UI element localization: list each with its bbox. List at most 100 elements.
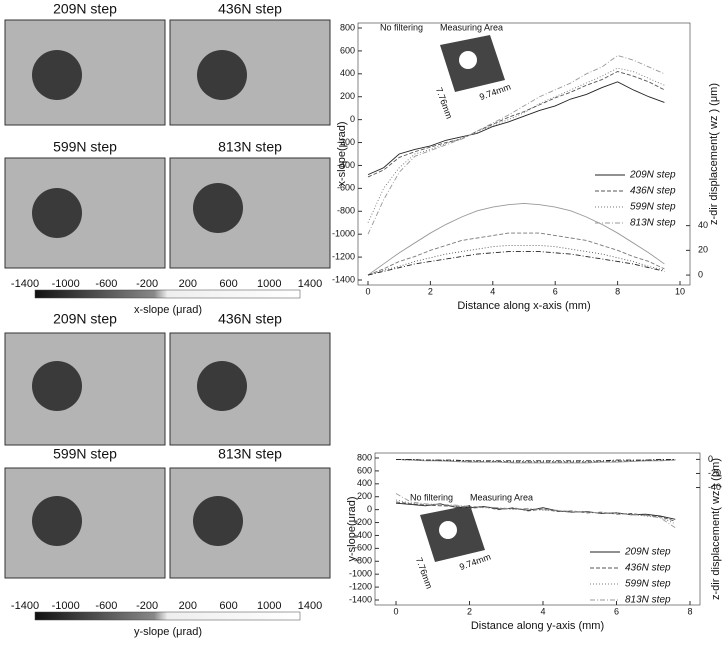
displacement-line (367, 202, 665, 276)
panel-title: 436N step (218, 311, 282, 327)
annotation: No filtering (380, 22, 423, 32)
legend-label: 436N step (625, 563, 671, 574)
hole-region (32, 496, 82, 546)
y-tick-label: -200 (354, 517, 372, 527)
colorbar-tick-label: -1000 (52, 278, 80, 290)
colorbar-tick-label: -600 (95, 600, 117, 612)
y2-tick-label: -20 (708, 468, 721, 478)
panel-image (4, 332, 166, 446)
x-axis-label: Distance along y-axis (mm) (471, 620, 604, 632)
colorbar-tick-label: -200 (136, 600, 158, 612)
panel-image (169, 332, 331, 446)
colorbar-tick-label: 1000 (257, 600, 281, 612)
legend-label: 599N step (625, 579, 671, 590)
y-axis-label: y-slope(μrad) (346, 496, 358, 561)
hole-region (32, 50, 82, 100)
colorbar-label: x-slope (μrad) (134, 304, 202, 316)
panel-image (4, 467, 166, 579)
x-tick-label: 8 (687, 606, 692, 616)
colorbar-tick-label: 600 (219, 278, 237, 290)
colorbar-tick-label: -1400 (11, 600, 39, 612)
hole-region (193, 183, 243, 233)
legend-label: 209N step (629, 170, 676, 181)
y-tick-label: -600 (354, 543, 372, 553)
y2-tick-label: 20 (698, 245, 708, 255)
y-tick-label: -200 (337, 137, 355, 147)
x-tick-label: 6 (614, 606, 619, 616)
x-tick-label: 2 (428, 286, 433, 296)
y-tick-label: -600 (337, 183, 355, 193)
colorbar-tick-label: 200 (179, 278, 197, 290)
slope-line (367, 67, 665, 223)
panel-title: 599N step (53, 446, 117, 462)
y-tick-label: -1400 (332, 274, 355, 284)
y-tick-label: 800 (340, 22, 355, 32)
hole-region (32, 361, 82, 411)
y2-axis-label: z-dir displacement( wz ) (μm) (708, 83, 720, 225)
hole (439, 521, 457, 539)
colorbar (34, 289, 301, 299)
slope-line (367, 81, 665, 176)
y-tick-label: -1000 (349, 569, 372, 579)
colorbar (34, 611, 301, 621)
y-tick-label: -1200 (332, 251, 355, 261)
colorbar-tick-label: 200 (179, 600, 197, 612)
annotation: 7.76mm (434, 86, 455, 120)
y-tick-label: 400 (357, 478, 372, 488)
y2-tick-label: -40 (708, 482, 721, 492)
x-tick-label: 0 (365, 286, 370, 296)
y-tick-label: 0 (367, 504, 372, 514)
annotation: Measuring Area (470, 492, 533, 502)
colorbar-tick-label: 1000 (257, 278, 281, 290)
displacement-line (396, 458, 676, 462)
displacement-line (396, 458, 676, 463)
plot-frame (374, 452, 701, 606)
y-tick-label: -1200 (349, 581, 372, 591)
y-tick-label: -400 (354, 530, 372, 540)
panel-image (169, 19, 331, 126)
colorbar-tick-label: -600 (95, 278, 117, 290)
colorbar-tick-label: 1400 (298, 600, 322, 612)
y2-tick-label: 40 (698, 220, 708, 230)
panel-image (4, 157, 166, 269)
x-axis-label: Distance along x-axis (mm) (457, 300, 590, 312)
y-tick-label: 200 (340, 91, 355, 101)
displacement-line (396, 458, 676, 464)
slope-line (395, 493, 676, 529)
slope-line (367, 71, 665, 178)
legend-label: 813N step (630, 218, 676, 229)
y-tick-label: 200 (357, 491, 372, 501)
displacement-line (367, 232, 665, 276)
x-tick-label: 0 (394, 606, 399, 616)
hole-region (32, 188, 82, 238)
panel-image (4, 19, 166, 126)
colorbar-label: y-slope (μrad) (134, 626, 202, 638)
annotation: No filtering (410, 492, 453, 502)
y2-tick-label: 0 (708, 454, 713, 464)
displacement-line (367, 244, 665, 276)
panel-title: 436N step (218, 1, 282, 17)
y-tick-label: 600 (357, 465, 372, 475)
y-tick-label: -1000 (332, 229, 355, 239)
y-tick-label: -800 (354, 556, 372, 566)
x-tick-label: 8 (615, 286, 620, 296)
annotation: 7.76mm (414, 556, 435, 590)
y-tick-label: -800 (337, 206, 355, 216)
chart: -1400-1200-1000-800-600-400-200020040060… (346, 452, 722, 632)
colorbar-tick-label: -200 (136, 278, 158, 290)
panel-title: 209N step (53, 1, 117, 17)
panel-title: 813N step (218, 446, 282, 462)
slope-line (395, 501, 676, 522)
colorbar-tick-label: -1400 (11, 278, 39, 290)
hole-region (197, 361, 247, 411)
x-tick-label: 2 (467, 606, 472, 616)
y-tick-label: 600 (340, 45, 355, 55)
panel-title: 209N step (53, 311, 117, 327)
y-tick-label: -1400 (349, 594, 372, 604)
slope-line (367, 54, 665, 235)
y-axis-label: x-slope(μrad) (336, 121, 348, 186)
legend-label: 813N step (625, 595, 671, 606)
colorbar-tick-label: 600 (219, 600, 237, 612)
y2-axis-label: z-dir displacement( wz ) (μm) (710, 458, 722, 600)
